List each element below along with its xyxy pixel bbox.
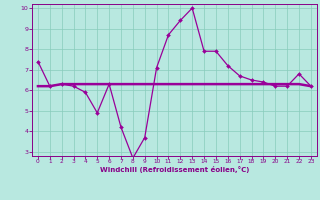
X-axis label: Windchill (Refroidissement éolien,°C): Windchill (Refroidissement éolien,°C)	[100, 166, 249, 173]
